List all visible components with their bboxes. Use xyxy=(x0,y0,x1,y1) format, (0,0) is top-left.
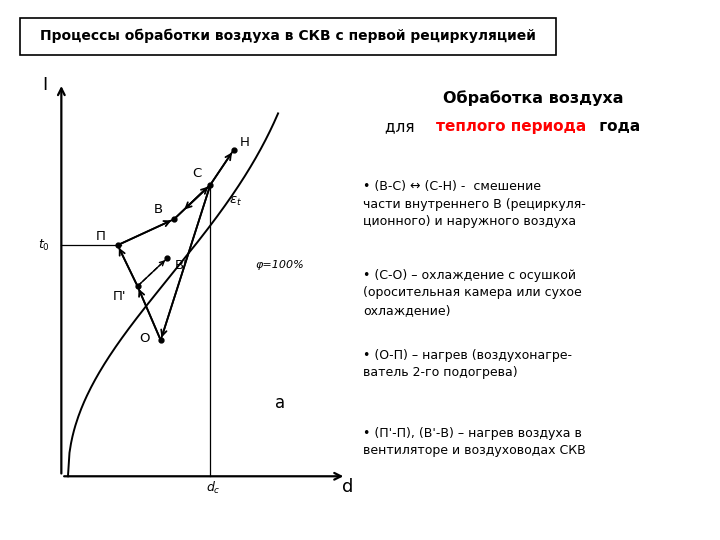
Text: $\varepsilon_t$: $\varepsilon_t$ xyxy=(229,194,242,208)
Text: В': В' xyxy=(175,259,188,272)
Text: В: В xyxy=(153,203,163,216)
Text: Процессы обработки воздуха в СКВ с первой рециркуляцией: Процессы обработки воздуха в СКВ с перво… xyxy=(40,29,536,43)
Text: $d_c$: $d_c$ xyxy=(207,480,221,496)
Text: • (О-П) – нагрев (воздухонагре-
ватель 2-го подогрева): • (О-П) – нагрев (воздухонагре- ватель 2… xyxy=(364,349,572,379)
Text: теплого периода: теплого периода xyxy=(436,119,586,134)
Text: года: года xyxy=(594,119,640,134)
Text: Н: Н xyxy=(240,136,250,149)
Text: для: для xyxy=(384,119,419,134)
Text: С: С xyxy=(192,167,201,180)
Text: O: O xyxy=(139,332,149,345)
FancyBboxPatch shape xyxy=(20,18,556,55)
Text: Обработка воздуха: Обработка воздуха xyxy=(443,90,623,106)
Text: П: П xyxy=(96,230,106,243)
Text: I: I xyxy=(42,76,48,94)
Text: d: d xyxy=(342,478,354,496)
Text: a: a xyxy=(275,394,285,412)
Text: • (С-О) – охлаждение с осушкой
(оросительная камера или сухое
охлаждение): • (С-О) – охлаждение с осушкой (оросител… xyxy=(364,269,582,317)
Text: • (П'-П), (В'-В) – нагрев воздуха в
вентиляторе и воздуховодах СКВ: • (П'-П), (В'-В) – нагрев воздуха в вент… xyxy=(364,427,586,457)
Text: $t_0$: $t_0$ xyxy=(38,238,50,253)
Text: П': П' xyxy=(112,291,126,303)
Text: • (В-С) ↔ (С-Н) -  смешение
части внутреннего В (рециркуля-
ционного) и наружног: • (В-С) ↔ (С-Н) - смешение части внутрен… xyxy=(364,180,586,228)
Text: φ=100%: φ=100% xyxy=(256,260,305,269)
